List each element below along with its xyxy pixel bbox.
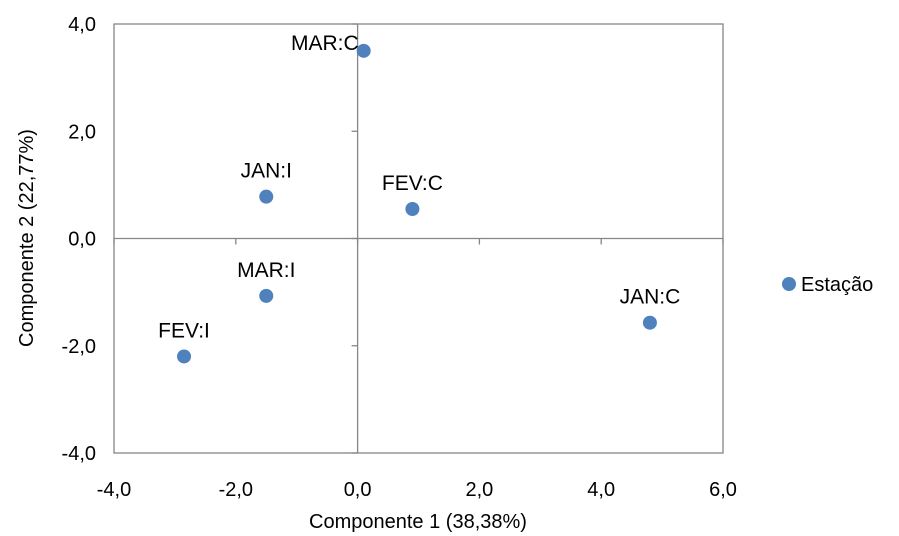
data-point-label: JAN:C bbox=[620, 286, 681, 309]
y-axis-title: Componente 2 (22,77%) bbox=[16, 129, 38, 347]
x-tick-marks bbox=[113, 238, 724, 245]
y-tick-label: 2,0 bbox=[68, 121, 96, 143]
x-tick-label: -2,0 bbox=[219, 479, 253, 501]
data-point-labels: MAR:C JAN:I FEV:C MAR:I JAN:C FEV:I bbox=[158, 32, 680, 343]
data-point bbox=[642, 315, 657, 330]
data-point-label: MAR:I bbox=[237, 259, 295, 282]
data-points bbox=[177, 43, 657, 364]
y-tick-labels: -4,0 -2,0 0,0 2,0 4,0 bbox=[62, 14, 96, 465]
y-tick-marks bbox=[351, 23, 358, 454]
x-tick-labels: -4,0 -2,0 0,0 2,0 4,0 6,0 bbox=[97, 479, 737, 501]
data-point-label: JAN:I bbox=[241, 160, 292, 183]
legend: Estação bbox=[782, 274, 873, 296]
x-axis-title: Componente 1 (38,38%) bbox=[309, 511, 527, 533]
x-tick-label: 6,0 bbox=[709, 479, 737, 501]
data-point bbox=[177, 349, 192, 364]
x-tick-label: 2,0 bbox=[465, 479, 493, 501]
legend-marker bbox=[782, 277, 796, 291]
y-tick-label: 4,0 bbox=[68, 14, 96, 36]
x-tick-label: 4,0 bbox=[587, 479, 615, 501]
legend-label: Estação bbox=[801, 274, 873, 296]
y-tick-label: -4,0 bbox=[62, 443, 96, 465]
data-point bbox=[356, 43, 371, 58]
x-tick-label: -4,0 bbox=[97, 479, 131, 501]
y-tick-label: 0,0 bbox=[68, 229, 96, 251]
data-point bbox=[259, 189, 274, 204]
data-point-label: FEV:I bbox=[158, 319, 210, 342]
data-point bbox=[259, 288, 274, 303]
y-tick-label: -2,0 bbox=[62, 336, 96, 358]
data-point bbox=[405, 202, 420, 217]
data-point-label: FEV:C bbox=[382, 172, 443, 195]
data-point-label: MAR:C bbox=[291, 32, 359, 55]
x-tick-label: 0,0 bbox=[344, 479, 372, 501]
